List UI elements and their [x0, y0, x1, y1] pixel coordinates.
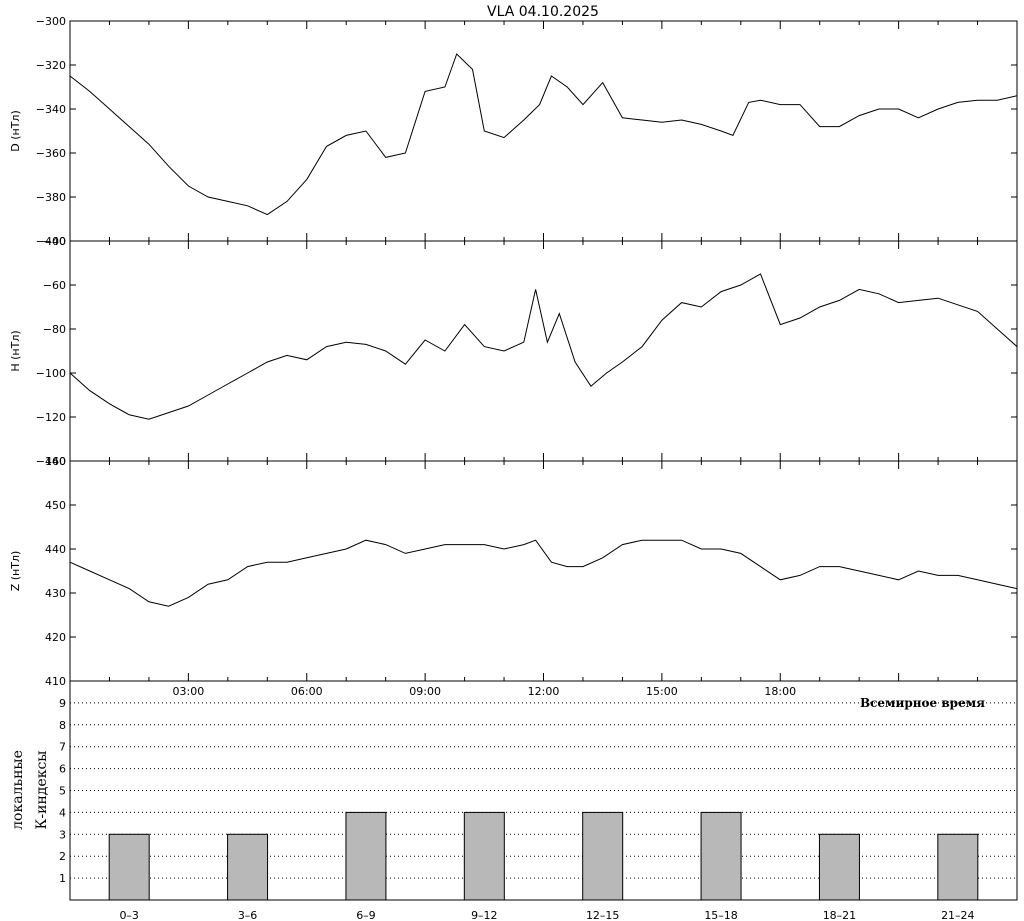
k-tick-label: 6 [59, 763, 66, 776]
k-category-label: 9–12 [471, 909, 498, 921]
y-axis-label-D: D (нТл) [9, 110, 22, 152]
k-category-label: 3–6 [238, 909, 258, 921]
k-index-bar [227, 833, 269, 901]
y-tick-label-Z: 420 [45, 631, 66, 644]
time-tick-label: 09:00 [409, 685, 441, 698]
time-tick-label: 12:00 [528, 685, 560, 698]
k-ylabel-line2: К-индексы [34, 751, 50, 830]
y-tick-label-H: −140 [36, 455, 66, 468]
time-tick-label: 06:00 [291, 685, 323, 698]
y-tick-label-D: −400 [36, 235, 66, 248]
k-tick-label: 8 [59, 719, 66, 732]
time-tick-label: 15:00 [646, 685, 678, 698]
y-tick-label-H: −40 [43, 235, 66, 248]
y-tick-label-Z: 460 [45, 455, 66, 468]
k-tick-label: 2 [59, 850, 66, 863]
time-tick-label: 18:00 [764, 685, 796, 698]
y-tick-label-H: −120 [36, 411, 66, 424]
chart-title: VLA 04.10.2025 [487, 4, 599, 20]
k-index-bar [463, 811, 505, 901]
k-index-bar [700, 811, 742, 901]
k-index-bar [818, 833, 860, 901]
universal-time-label: Всемирное время [860, 696, 985, 710]
series-line-H [69, 273, 1018, 420]
y-tick-label-Z: 450 [45, 499, 66, 512]
k-tick-label: 1 [59, 872, 66, 885]
k-index-bar [582, 811, 624, 901]
k-index-bar [108, 833, 150, 901]
y-tick-label-D: −360 [36, 147, 66, 160]
y-tick-label-D: −340 [36, 103, 66, 116]
k-category-label: 12–15 [586, 909, 620, 921]
k-index-bar [937, 833, 979, 901]
y-tick-label-H: −100 [36, 367, 66, 380]
k-tick-label: 5 [59, 785, 66, 798]
y-axis-label-H: H (нТл) [9, 330, 22, 371]
y-tick-label-Z: 410 [45, 675, 66, 688]
k-tick-label: 4 [59, 806, 66, 819]
y-tick-label-D: −380 [36, 191, 66, 204]
k-tick-label: 9 [59, 697, 66, 710]
k-category-label: 6–9 [356, 909, 376, 921]
series-line-Z [69, 539, 1018, 607]
y-tick-label-D: −300 [36, 15, 66, 28]
y-tick-label-H: −60 [43, 279, 66, 292]
y-axis-label-Z: Z (нТл) [9, 551, 22, 592]
series-line-D [69, 53, 1018, 216]
y-tick-label-Z: 430 [45, 587, 66, 600]
panel-frame-Z [69, 460, 1018, 682]
panels-group: −300 −320 −340 −360 −380 −400 D (нТл) −40 −60 −80… [9, 15, 1018, 921]
k-category-label: 21–24 [941, 909, 975, 921]
k-ylabel-line1: локальные [10, 750, 26, 830]
k-category-label: 15–18 [704, 909, 738, 921]
y-tick-label-D: −320 [36, 59, 66, 72]
k-tick-label: 7 [59, 741, 66, 754]
k-tick-label: 3 [59, 828, 66, 841]
k-index-bar [345, 811, 387, 901]
y-tick-label-H: −80 [43, 323, 66, 336]
panel-frame-H [69, 240, 1018, 462]
y-tick-label-Z: 440 [45, 543, 66, 556]
k-category-label: 18–21 [823, 909, 857, 921]
time-tick-label: 03:00 [173, 685, 205, 698]
k-category-label: 0–3 [119, 909, 139, 921]
panel-frame-D [69, 20, 1018, 242]
